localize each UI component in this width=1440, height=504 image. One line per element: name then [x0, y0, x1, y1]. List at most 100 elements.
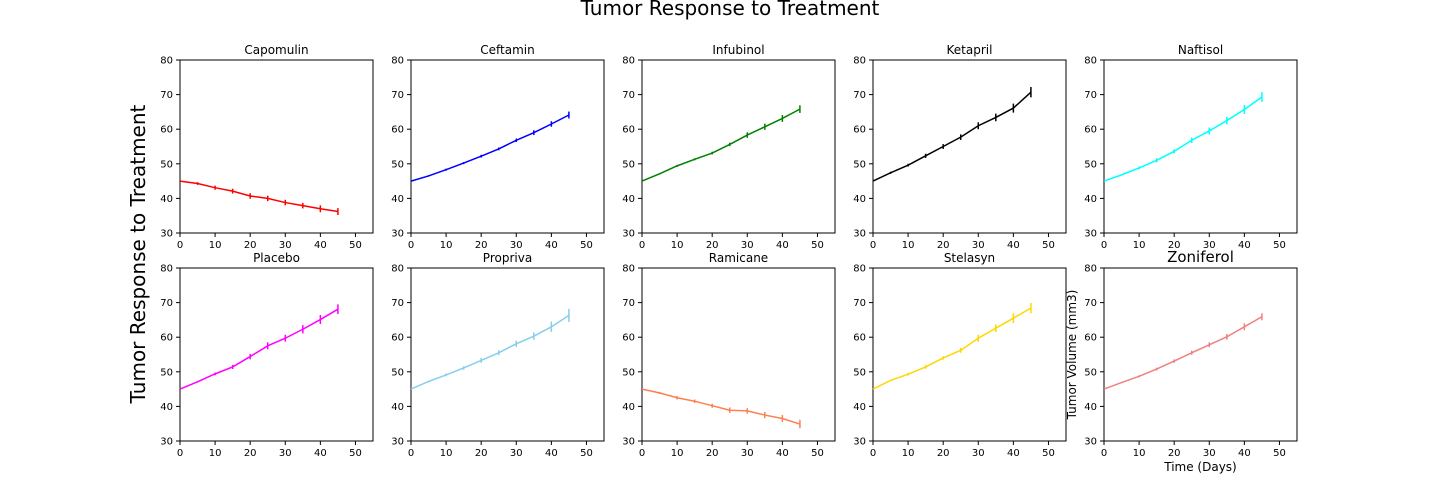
subplot-title: Ramicane	[709, 251, 768, 265]
x-tick-label: 30	[741, 240, 754, 251]
x-tick-label: 50	[349, 240, 362, 251]
y-tick-label: 40	[622, 194, 635, 205]
y-tick-label: 40	[391, 194, 404, 205]
y-tick-label: 80	[160, 56, 173, 67]
x-tick-label: 50	[349, 448, 362, 459]
x-tick-label: 10	[440, 240, 453, 251]
y-tick-label: 40	[160, 194, 173, 205]
x-tick-label: 10	[209, 448, 222, 459]
y-tick-label: 30	[160, 229, 173, 240]
y-tick-label: 60	[391, 125, 404, 136]
x-tick-label: 50	[1042, 448, 1055, 459]
y-tick-label: 70	[160, 298, 173, 309]
y-tick-label: 70	[1084, 90, 1097, 101]
y-tick-label: 80	[622, 56, 635, 67]
axes-frame	[641, 267, 836, 442]
subplot-title: Capomulin	[244, 43, 308, 57]
subplot-stelasyn: Stelasyn 0 10 20 30 40 50 30 40 50 60 70 80	[853, 251, 1067, 459]
x-tick-label: 30	[972, 448, 985, 459]
x-tick-label: 50	[811, 448, 824, 459]
x-tick-label: 40	[1238, 448, 1251, 459]
x-tick-label: 30	[279, 448, 292, 459]
x-tick-label: 30	[1203, 448, 1216, 459]
x-tick-label: 30	[510, 448, 523, 459]
y-tick-label: 70	[160, 90, 173, 101]
x-axis-label: Time (Days)	[1163, 460, 1237, 474]
y-tick-label: 30	[853, 229, 866, 240]
x-tick-label: 20	[937, 240, 950, 251]
y-tick-label: 80	[1084, 264, 1097, 275]
subplot-title: Stelasyn	[944, 251, 995, 265]
x-tick-label: 50	[811, 240, 824, 251]
y-tick-label: 80	[622, 264, 635, 275]
x-tick-label: 0	[1101, 448, 1107, 459]
x-tick-label: 50	[1273, 448, 1286, 459]
x-tick-label: 0	[639, 448, 645, 459]
subplot-title: Zoniferol	[1167, 248, 1234, 266]
y-tick-label: 70	[853, 298, 866, 309]
figure-suptitle: Tumor Response to Treatment	[580, 0, 880, 20]
x-tick-label: 10	[671, 240, 684, 251]
y-tick-label: 30	[160, 437, 173, 448]
x-tick-label: 0	[870, 448, 876, 459]
axes-frame	[872, 267, 1067, 442]
subplot-title: Ceftamin	[480, 43, 534, 57]
y-tick-label: 40	[622, 402, 635, 413]
x-tick-label: 10	[440, 448, 453, 459]
y-tick-label: 30	[622, 229, 635, 240]
x-tick-label: 10	[902, 240, 915, 251]
y-tick-label: 30	[622, 437, 635, 448]
y-tick-label: 50	[622, 367, 635, 378]
y-tick-label: 60	[1084, 333, 1097, 344]
x-tick-label: 30	[1203, 240, 1216, 251]
x-tick-label: 30	[972, 240, 985, 251]
x-tick-label: 0	[177, 240, 183, 251]
x-tick-label: 40	[776, 448, 789, 459]
y-tick-label: 70	[853, 90, 866, 101]
axes-frame	[179, 59, 374, 234]
series-line-infubinol	[641, 108, 801, 182]
subplot-propriva: Propriva 0 10 20 30 40 50 30 40 50 60 70 80	[391, 251, 605, 459]
y-tick-label: 70	[391, 90, 404, 101]
y-tick-label: 30	[391, 229, 404, 240]
x-tick-label: 40	[776, 240, 789, 251]
y-tick-label: 50	[391, 159, 404, 170]
subplot-infubinol: Infubinol 0 10 20 30 40 50 30 40 50 60 70 80	[622, 43, 836, 251]
axes-frame	[641, 59, 836, 234]
y-tick-label: 80	[391, 264, 404, 275]
x-tick-label: 40	[314, 240, 327, 251]
y-tick-label: 60	[160, 333, 173, 344]
x-tick-label: 0	[408, 240, 414, 251]
y-tick-label: 80	[160, 264, 173, 275]
x-tick-label: 10	[1133, 448, 1146, 459]
y-tick-label: 50	[853, 159, 866, 170]
axes-frame	[872, 59, 1067, 234]
series-line-naftisol	[1103, 96, 1263, 182]
x-tick-label: 20	[706, 448, 719, 459]
y-tick-label: 50	[1084, 367, 1097, 378]
subplot-ketapril: Ketapril 0 10 20 30 40 50 30 40 50 60 70 80	[853, 43, 1067, 251]
x-tick-label: 20	[1168, 448, 1181, 459]
x-tick-label: 40	[1007, 240, 1020, 251]
y-tick-label: 30	[391, 437, 404, 448]
y-tick-label: 80	[391, 56, 404, 67]
x-tick-label: 20	[244, 448, 257, 459]
y-tick-label: 40	[853, 402, 866, 413]
subplot-grid: Capomulin 0 10 20 30 40 50 30 40 50 60 70 80 Ceftamin…	[160, 43, 1298, 474]
x-tick-label: 40	[1007, 448, 1020, 459]
subplot-ceftamin: Ceftamin 0 10 20 30 40 50 30 40 50 60 70 80	[391, 43, 605, 251]
x-tick-label: 20	[475, 240, 488, 251]
y-tick-label: 60	[853, 333, 866, 344]
y-tick-label: 70	[391, 298, 404, 309]
series-line-ramicane	[641, 388, 801, 425]
x-tick-label: 20	[244, 240, 257, 251]
y-tick-label: 30	[1084, 229, 1097, 240]
subplot-naftisol: Naftisol 0 10 20 30 40 50 30 40 50 60 70 80	[1084, 43, 1298, 251]
y-tick-label: 50	[853, 367, 866, 378]
x-tick-label: 20	[937, 448, 950, 459]
y-tick-label: 80	[853, 56, 866, 67]
x-tick-label: 10	[1133, 240, 1146, 251]
y-tick-label: 80	[853, 264, 866, 275]
x-tick-label: 10	[671, 448, 684, 459]
